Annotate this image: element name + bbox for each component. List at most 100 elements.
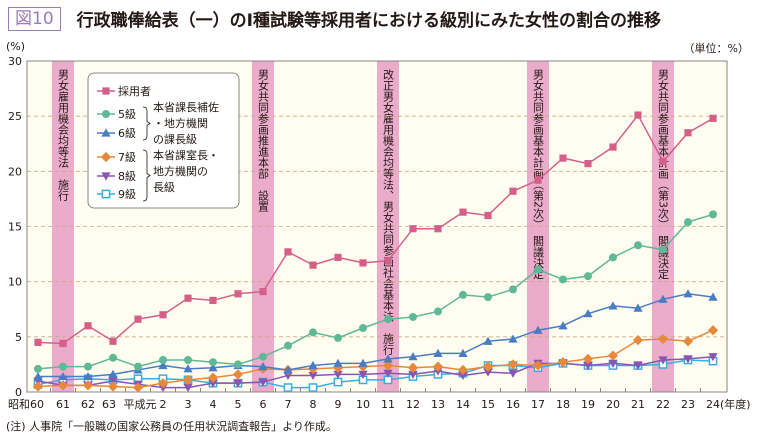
- x-tick-label: 20: [606, 398, 620, 411]
- y-tick-label: 25: [8, 110, 22, 123]
- series-5級: [34, 210, 717, 373]
- legend-group-label: 本省課室長・地方機関の長級: [153, 148, 219, 194]
- data-point: [607, 350, 619, 361]
- x-tick-label: 18: [556, 398, 570, 411]
- data-point: [407, 362, 419, 373]
- data-point: [132, 382, 144, 393]
- annotation-text: 男女共同参画推進本部 設置: [257, 69, 270, 212]
- figure-label: 図10: [8, 6, 61, 31]
- data-point: [233, 379, 243, 388]
- legend-label: 7級: [118, 151, 136, 164]
- series-line: [37, 213, 714, 370]
- data-point: [334, 253, 342, 261]
- data-point: [583, 361, 593, 371]
- data-point: [334, 333, 342, 342]
- data-point: [134, 362, 142, 371]
- legend-label: 8級: [118, 170, 136, 183]
- data-point: [184, 356, 192, 365]
- data-point: [409, 225, 417, 233]
- data-point: [534, 176, 542, 184]
- x-tick-label: 17: [531, 398, 545, 411]
- x-tick-label: 7: [285, 398, 292, 411]
- annotation-text: 男女共同参画基本計画（第3次） 閣議決定: [657, 69, 670, 280]
- unit-note: （単位：%）: [683, 42, 749, 55]
- data-point: [358, 358, 368, 367]
- x-tick-label: 12: [406, 398, 420, 411]
- data-point: [584, 160, 592, 168]
- data-point: [283, 365, 293, 374]
- data-point: [633, 303, 643, 312]
- y-tick-label: 5: [15, 331, 22, 344]
- y-tick-label: 20: [8, 165, 22, 178]
- legend-marker: [101, 189, 111, 199]
- data-point: [258, 362, 268, 371]
- data-point: [582, 353, 594, 364]
- legend-label: 9級: [118, 188, 136, 201]
- data-point: [157, 378, 169, 389]
- data-point: [234, 360, 242, 369]
- data-point: [383, 354, 393, 363]
- data-point: [107, 381, 119, 392]
- data-point: [284, 248, 292, 256]
- data-point: [458, 371, 468, 381]
- data-point: [208, 363, 218, 372]
- data-point: [434, 225, 442, 233]
- legend-brace: [142, 149, 151, 202]
- legend-marker: [102, 110, 110, 118]
- x-tick-label: 14: [456, 398, 470, 411]
- x-tick-label: 昭和60: [8, 398, 44, 411]
- data-point: [309, 261, 317, 269]
- data-point: [609, 143, 617, 151]
- data-point: [234, 290, 242, 298]
- data-point: [408, 370, 418, 379]
- data-point: [482, 361, 494, 372]
- data-point: [659, 157, 667, 166]
- data-point: [532, 360, 544, 371]
- x-tick-label: 61: [56, 398, 70, 411]
- data-point: [58, 371, 68, 381]
- data-point: [382, 360, 394, 371]
- data-point: [534, 265, 542, 274]
- data-point: [708, 353, 718, 362]
- data-point: [259, 287, 267, 296]
- data-point: [32, 381, 44, 392]
- legend-box: [87, 72, 240, 209]
- x-tick-label: 11: [381, 398, 395, 411]
- data-point: [359, 259, 367, 267]
- x-tick-label: 6: [260, 398, 267, 411]
- data-point: [183, 383, 193, 393]
- data-point: [384, 315, 392, 324]
- y-tick-label: 30: [8, 55, 22, 68]
- y-axis-unit: (%): [6, 40, 26, 53]
- data-point: [634, 241, 642, 250]
- x-tick-label: 24(年度): [706, 397, 751, 411]
- annotation-text: 男女共同参画基本計画（第2次） 閣議決定: [532, 69, 545, 280]
- data-point: [709, 114, 717, 122]
- data-point: [509, 285, 517, 294]
- x-tick-label: 63: [102, 398, 116, 411]
- series-line: [37, 329, 714, 389]
- data-point: [684, 129, 692, 137]
- data-point: [609, 253, 617, 262]
- data-point: [483, 368, 493, 377]
- data-point: [507, 359, 519, 370]
- data-point: [658, 294, 668, 303]
- data-point: [283, 371, 293, 381]
- x-tick-label: 62: [81, 398, 95, 411]
- data-point: [358, 370, 368, 379]
- series-line: [37, 113, 714, 345]
- x-tick-label: 16: [506, 398, 520, 411]
- annotation-band: [252, 61, 274, 392]
- data-point: [57, 380, 69, 391]
- x-tick-label: 4: [210, 398, 217, 411]
- legend: 採用者 5級 6級 7級 8級 9級 本省課長補佐・地方機関の課長級本省課室長・地方機関の長…: [87, 72, 240, 209]
- data-point: [33, 371, 43, 381]
- legend-label: 5級: [118, 108, 136, 121]
- data-point: [409, 312, 417, 321]
- data-point: [158, 360, 168, 370]
- data-point: [709, 210, 717, 219]
- data-point: [82, 380, 94, 391]
- legend-brace: [142, 106, 151, 141]
- figure-header: 図10 行政職俸給表（一）のⅠ種試験等採用者における級別にみた女性の割合の推移: [8, 6, 661, 31]
- data-point: [657, 333, 669, 345]
